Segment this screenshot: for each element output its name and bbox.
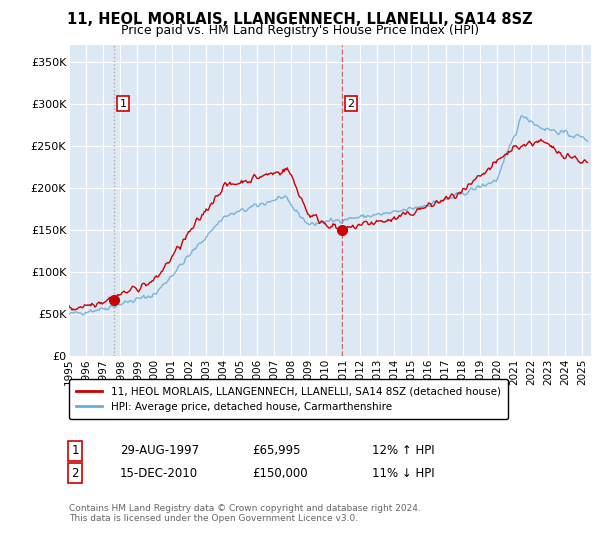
Text: 12% ↑ HPI: 12% ↑ HPI: [372, 444, 434, 458]
Text: £65,995: £65,995: [252, 444, 301, 458]
Text: 1: 1: [119, 99, 127, 109]
Text: 11% ↓ HPI: 11% ↓ HPI: [372, 466, 434, 480]
Text: Contains HM Land Registry data © Crown copyright and database right 2024.: Contains HM Land Registry data © Crown c…: [69, 504, 421, 513]
Text: 2: 2: [347, 99, 355, 109]
Text: 2: 2: [71, 466, 79, 480]
Text: 29-AUG-1997: 29-AUG-1997: [120, 444, 199, 458]
Text: This data is licensed under the Open Government Licence v3.0.: This data is licensed under the Open Gov…: [69, 514, 358, 523]
Text: Price paid vs. HM Land Registry's House Price Index (HPI): Price paid vs. HM Land Registry's House …: [121, 24, 479, 36]
Legend: 11, HEOL MORLAIS, LLANGENNECH, LLANELLI, SA14 8SZ (detached house), HPI: Average: 11, HEOL MORLAIS, LLANGENNECH, LLANELLI,…: [69, 379, 508, 419]
Text: £150,000: £150,000: [252, 466, 308, 480]
Text: 1: 1: [71, 444, 79, 458]
Text: 11, HEOL MORLAIS, LLANGENNECH, LLANELLI, SA14 8SZ: 11, HEOL MORLAIS, LLANGENNECH, LLANELLI,…: [67, 12, 533, 27]
Text: 15-DEC-2010: 15-DEC-2010: [120, 466, 198, 480]
